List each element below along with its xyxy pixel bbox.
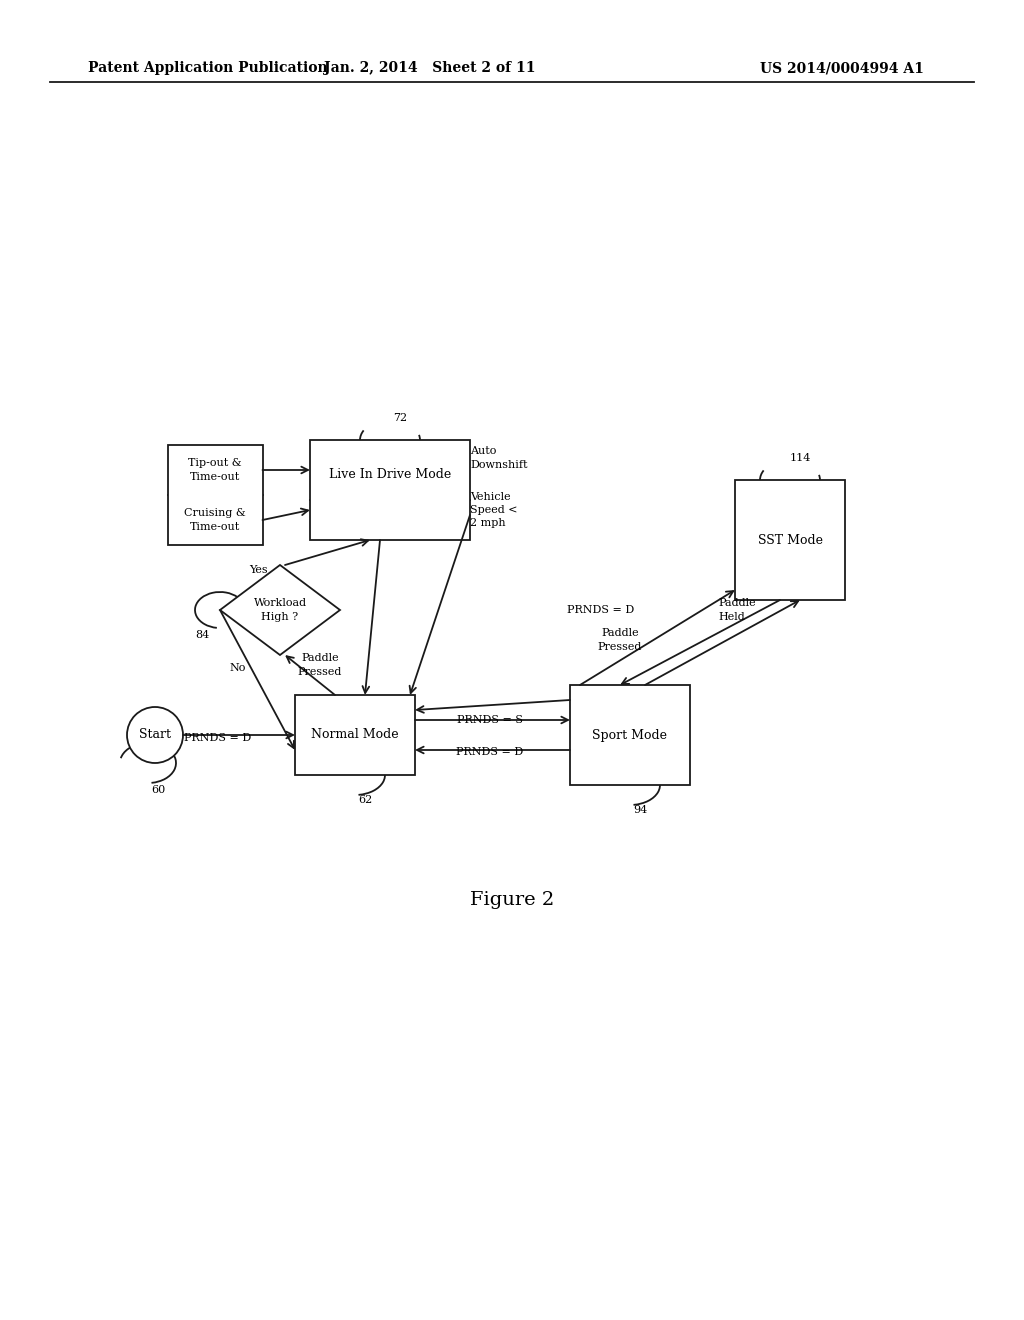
Text: 94: 94 (633, 805, 647, 814)
Text: PRNDS = D: PRNDS = D (184, 733, 252, 743)
Bar (310, 440, 470, 540)
Text: 84: 84 (195, 630, 209, 640)
Text: 114: 114 (790, 453, 811, 463)
Text: Patent Application Publication: Patent Application Publication (88, 61, 328, 75)
Text: Paddle
Pressed: Paddle Pressed (598, 628, 642, 652)
Polygon shape (220, 565, 340, 655)
Text: Paddle
Held: Paddle Held (718, 598, 756, 622)
Text: Sport Mode: Sport Mode (593, 729, 668, 742)
Text: Live In Drive Mode: Live In Drive Mode (329, 469, 452, 482)
Text: Jan. 2, 2014   Sheet 2 of 11: Jan. 2, 2014 Sheet 2 of 11 (325, 61, 536, 75)
Text: No: No (229, 663, 246, 673)
Circle shape (127, 708, 183, 763)
Text: PRNDS = S: PRNDS = S (457, 715, 523, 725)
Text: Auto
Downshift: Auto Downshift (470, 446, 527, 470)
Text: PRNDS = D: PRNDS = D (567, 605, 634, 615)
Text: Tip-out &
Time-out: Tip-out & Time-out (188, 458, 242, 482)
Text: Figure 2: Figure 2 (470, 891, 554, 909)
Text: Workload
High ?: Workload High ? (253, 598, 306, 622)
Text: 62: 62 (357, 795, 372, 805)
Text: Start: Start (139, 729, 171, 742)
Text: Normal Mode: Normal Mode (311, 729, 398, 742)
Text: Yes: Yes (249, 565, 267, 576)
Text: 60: 60 (151, 785, 165, 795)
Text: Vehicle
Speed <
2 mph: Vehicle Speed < 2 mph (470, 492, 517, 528)
Text: Paddle
Pressed: Paddle Pressed (298, 653, 342, 677)
Text: 72: 72 (393, 413, 408, 422)
Bar (570, 685, 690, 785)
Text: SST Mode: SST Mode (758, 533, 822, 546)
Bar (168, 445, 262, 545)
Bar (735, 480, 845, 601)
Bar (295, 696, 415, 775)
Text: Cruising &
Time-out: Cruising & Time-out (184, 508, 246, 532)
Text: US 2014/0004994 A1: US 2014/0004994 A1 (760, 61, 924, 75)
Text: PRNDS = D: PRNDS = D (457, 747, 523, 756)
